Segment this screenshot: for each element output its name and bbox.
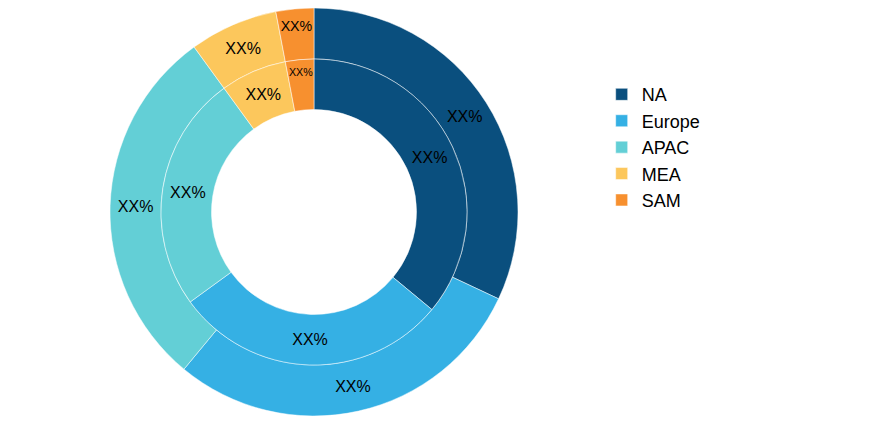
svg-text:MEA: MEA xyxy=(642,165,681,185)
svg-text:XX%: XX% xyxy=(292,331,328,348)
svg-text:NA: NA xyxy=(642,85,667,105)
svg-text:Europe: Europe xyxy=(642,112,700,132)
svg-text:XX%: XX% xyxy=(281,18,313,34)
svg-text:XX%: XX% xyxy=(335,378,371,395)
svg-text:XX%: XX% xyxy=(225,40,261,57)
svg-text:APAC: APAC xyxy=(642,138,690,158)
svg-text:XX%: XX% xyxy=(118,198,154,215)
svg-text:XX%: XX% xyxy=(412,149,448,166)
svg-text:XX%: XX% xyxy=(170,184,206,201)
svg-text:XX%: XX% xyxy=(245,86,281,103)
svg-text:SAM: SAM xyxy=(642,191,681,211)
svg-text:XX%: XX% xyxy=(447,108,483,125)
svg-text:XX%: XX% xyxy=(289,66,313,78)
